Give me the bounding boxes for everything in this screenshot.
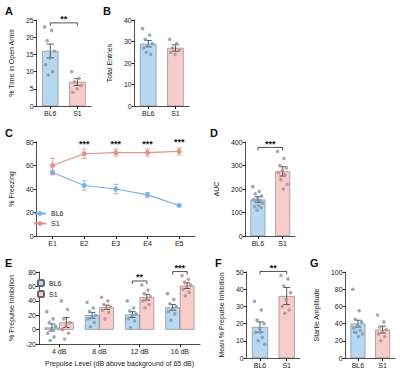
svg-text:10: 10 bbox=[236, 337, 244, 344]
svg-text:80: 80 bbox=[28, 269, 36, 276]
svg-text:S1: S1 bbox=[73, 110, 82, 117]
svg-text:% Prepulse Inhibition: % Prepulse Inhibition bbox=[8, 275, 16, 341]
svg-text:E: E bbox=[5, 257, 12, 269]
svg-text:30: 30 bbox=[124, 38, 132, 45]
svg-text:E5: E5 bbox=[175, 240, 184, 247]
svg-text:40: 40 bbox=[236, 286, 244, 293]
svg-text:40: 40 bbox=[124, 17, 132, 24]
svg-text:20: 20 bbox=[28, 312, 36, 319]
svg-text:0: 0 bbox=[30, 233, 34, 240]
svg-text:% Time in Open Arms: % Time in Open Arms bbox=[8, 29, 16, 97]
svg-text:60: 60 bbox=[28, 283, 36, 290]
svg-text:B: B bbox=[103, 5, 111, 17]
svg-text:**: ** bbox=[60, 14, 68, 24]
svg-text:E3: E3 bbox=[112, 240, 121, 247]
svg-text:0: 0 bbox=[339, 355, 343, 362]
svg-text:0: 0 bbox=[128, 103, 132, 110]
svg-text:0: 0 bbox=[240, 355, 244, 362]
svg-text:***: *** bbox=[111, 139, 122, 149]
svg-text:BL6: BL6 bbox=[44, 110, 57, 117]
svg-text:***: *** bbox=[79, 139, 90, 149]
svg-text:4 dB: 4 dB bbox=[52, 348, 67, 355]
svg-text:80: 80 bbox=[26, 139, 34, 146]
svg-text:S1: S1 bbox=[51, 220, 60, 227]
svg-text:0: 0 bbox=[30, 103, 34, 110]
svg-text:30: 30 bbox=[236, 303, 244, 310]
svg-text:***: *** bbox=[174, 137, 185, 147]
svg-text:A: A bbox=[5, 5, 13, 17]
svg-text:**: ** bbox=[270, 263, 278, 273]
svg-text:-20: -20 bbox=[26, 341, 36, 348]
svg-text:G: G bbox=[310, 257, 319, 269]
svg-text:100: 100 bbox=[231, 209, 243, 216]
svg-text:15: 15 bbox=[26, 51, 34, 58]
svg-text:20: 20 bbox=[335, 337, 343, 344]
svg-text:E1: E1 bbox=[48, 240, 57, 247]
svg-text:0: 0 bbox=[239, 233, 243, 240]
svg-text:20: 20 bbox=[236, 320, 244, 327]
svg-text:E2: E2 bbox=[80, 240, 89, 247]
svg-text:BL6: BL6 bbox=[49, 280, 62, 287]
svg-text:BL6: BL6 bbox=[352, 362, 365, 369]
svg-text:Mean % Prepulse Inhibition: Mean % Prepulse Inhibition bbox=[218, 272, 226, 357]
svg-text:50: 50 bbox=[236, 269, 244, 276]
svg-text:20: 20 bbox=[26, 209, 34, 216]
svg-text:% Freezing: % Freezing bbox=[8, 171, 16, 207]
svg-text:60: 60 bbox=[26, 162, 34, 169]
svg-text:16 dB: 16 dB bbox=[171, 348, 190, 355]
svg-text:40: 40 bbox=[335, 320, 343, 327]
svg-text:S1: S1 bbox=[378, 362, 387, 369]
svg-text:BL6: BL6 bbox=[142, 110, 155, 117]
svg-text:40: 40 bbox=[26, 186, 34, 193]
svg-text:8 dB: 8 dB bbox=[92, 348, 107, 355]
svg-text:60: 60 bbox=[335, 303, 343, 310]
svg-text:S1: S1 bbox=[282, 362, 291, 369]
svg-text:10: 10 bbox=[124, 81, 132, 88]
svg-text:C: C bbox=[5, 127, 13, 139]
svg-text:E4: E4 bbox=[143, 240, 152, 247]
svg-text:Total Entries: Total Entries bbox=[106, 43, 113, 82]
svg-text:S1: S1 bbox=[278, 240, 287, 247]
svg-text:20: 20 bbox=[26, 34, 34, 41]
svg-text:***: *** bbox=[265, 139, 276, 149]
svg-text:S1: S1 bbox=[171, 110, 180, 117]
svg-text:25: 25 bbox=[26, 17, 34, 24]
svg-text:200: 200 bbox=[231, 186, 243, 193]
svg-text:BL6: BL6 bbox=[254, 362, 267, 369]
svg-text:Prepulse Level (dB above backg: Prepulse Level (dB above background of 6… bbox=[45, 360, 194, 368]
svg-text:10: 10 bbox=[26, 68, 34, 75]
svg-text:BL6: BL6 bbox=[51, 210, 64, 217]
svg-text:BL6: BL6 bbox=[252, 240, 265, 247]
svg-text:***: *** bbox=[142, 139, 153, 149]
svg-text:40: 40 bbox=[28, 297, 36, 304]
svg-text:F: F bbox=[215, 257, 222, 269]
svg-text:5: 5 bbox=[30, 85, 34, 92]
svg-text:AUC: AUC bbox=[213, 182, 220, 197]
svg-text:80: 80 bbox=[335, 286, 343, 293]
svg-text:300: 300 bbox=[231, 162, 243, 169]
svg-text:20: 20 bbox=[124, 60, 132, 67]
svg-text:D: D bbox=[210, 127, 218, 139]
svg-text:12 dB: 12 dB bbox=[130, 348, 149, 355]
svg-text:***: *** bbox=[175, 263, 186, 273]
svg-text:0: 0 bbox=[32, 326, 36, 333]
svg-text:Startle Amplitude: Startle Amplitude bbox=[313, 288, 321, 341]
svg-text:**: ** bbox=[136, 272, 144, 282]
svg-text:S1: S1 bbox=[49, 291, 58, 298]
svg-text:100: 100 bbox=[331, 269, 343, 276]
svg-text:400: 400 bbox=[231, 139, 243, 146]
